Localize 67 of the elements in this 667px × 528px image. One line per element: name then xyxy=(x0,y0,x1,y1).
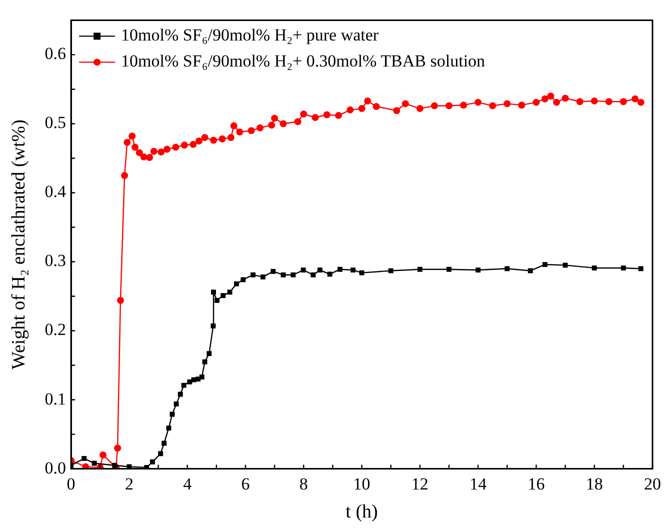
point xyxy=(528,268,533,274)
x-tick-label: 6 xyxy=(241,474,250,494)
point xyxy=(240,277,246,282)
point xyxy=(417,266,422,272)
point xyxy=(162,440,167,446)
point xyxy=(638,266,644,272)
point xyxy=(211,290,216,295)
x-tick-label: 12 xyxy=(411,474,428,494)
point xyxy=(206,351,212,356)
point xyxy=(337,266,342,272)
point xyxy=(250,272,256,278)
point xyxy=(562,262,568,268)
point xyxy=(92,460,97,466)
y-tick-label: 0.0 xyxy=(44,458,66,478)
point xyxy=(504,266,510,272)
point xyxy=(210,323,216,328)
point xyxy=(158,451,164,456)
y-tick-label: 0.3 xyxy=(44,251,66,270)
point xyxy=(166,426,172,431)
x-tick-label: 2 xyxy=(124,474,134,494)
y-tick-label: 0.6 xyxy=(44,44,66,64)
x-tick-label: 14 xyxy=(470,474,488,494)
x-tick-label: 10 xyxy=(353,474,370,494)
y-tick-label: 0.2 xyxy=(44,320,66,340)
point xyxy=(280,272,286,278)
point xyxy=(220,293,226,298)
point xyxy=(359,270,364,276)
point xyxy=(170,412,175,417)
point xyxy=(181,382,186,388)
x-axis-title: t (h) xyxy=(346,502,378,523)
x-tick-label: 20 xyxy=(644,474,661,494)
y-tick-label: 0.1 xyxy=(44,389,66,408)
point xyxy=(270,268,276,274)
point xyxy=(542,262,548,267)
point xyxy=(446,266,452,272)
point xyxy=(260,274,266,280)
point xyxy=(620,265,626,270)
point xyxy=(317,268,322,273)
x-tick-label: 16 xyxy=(528,474,545,494)
x-tick-label: 8 xyxy=(299,474,308,494)
y-axis-title: Weight of H₂ enclathrated (wt%) xyxy=(8,120,30,370)
point xyxy=(202,359,208,364)
x-tick-label: 4 xyxy=(183,474,192,494)
point xyxy=(227,290,232,295)
point xyxy=(310,272,316,278)
point xyxy=(150,459,155,464)
legend-label: 10mol% SF₆/90mol% H₂+ pure water xyxy=(121,26,379,45)
point xyxy=(476,268,481,273)
x-tick-label: 0 xyxy=(66,474,76,494)
point xyxy=(592,265,597,270)
point xyxy=(300,268,306,273)
y-tick-label: 0.4 xyxy=(44,182,67,202)
point xyxy=(214,298,220,303)
point xyxy=(327,272,332,277)
point xyxy=(174,401,179,406)
point xyxy=(112,462,118,468)
point xyxy=(199,374,204,380)
point xyxy=(187,379,192,384)
x-tick-label: 18 xyxy=(586,474,603,494)
legend-label: 10mol% SF₆/90mol% H₂+ 0.30mol% TBAB solution xyxy=(121,52,486,71)
point xyxy=(234,281,239,286)
point xyxy=(388,268,394,274)
point xyxy=(82,456,87,461)
y-tick-label: 0.5 xyxy=(44,113,66,132)
point xyxy=(290,272,296,278)
point xyxy=(178,392,183,397)
point xyxy=(350,268,356,273)
